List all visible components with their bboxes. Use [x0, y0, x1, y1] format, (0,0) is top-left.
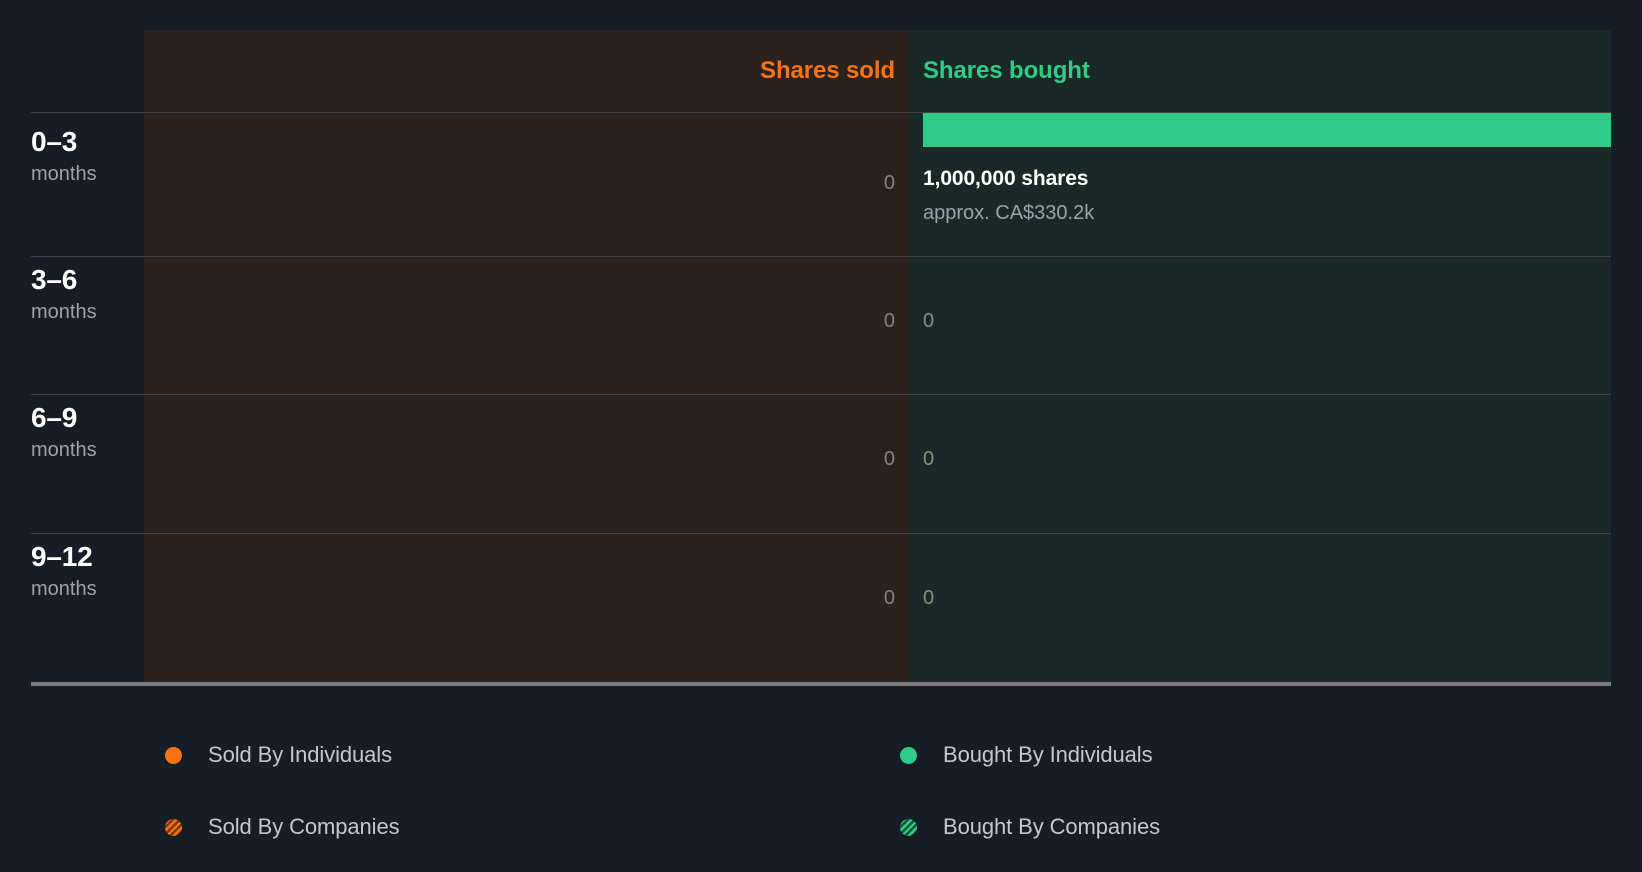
row-unit-label: months: [31, 163, 97, 186]
grid-separator-header: [31, 112, 1611, 113]
bought-bar[interactable]: [923, 113, 1611, 147]
legend-label: Bought By Companies: [943, 814, 1161, 839]
sold-cell: 0: [144, 528, 909, 672]
row-range-label: 3–6: [31, 264, 78, 295]
legend-item-sold-by-individuals[interactable]: Sold By Individuals: [165, 740, 392, 770]
legend-label: Sold By Individuals: [208, 742, 392, 767]
legend-label: Sold By Companies: [208, 814, 400, 839]
sold-cell: 0: [144, 389, 909, 533]
bought-shares-value: 1,000,000 shares: [923, 167, 1089, 190]
row-label-6-9: 6–9 months: [31, 389, 136, 464]
row-range-label: 0–3: [31, 126, 78, 157]
bought-value: 0: [923, 448, 935, 470]
circle-solid-green-icon: [900, 746, 917, 764]
bought-cell: 1,000,000 shares approx. CA$330.2k: [909, 113, 1611, 257]
bought-cell: 0: [909, 251, 1611, 395]
chart-axis-line: [31, 682, 1611, 686]
circle-solid-orange-icon: [165, 746, 182, 764]
circle-hatched-orange-icon: [165, 818, 182, 836]
bought-cell: 0: [909, 528, 1611, 672]
sold-cell: 0: [144, 113, 909, 257]
column-header-shares-bought: Shares bought: [923, 57, 1090, 84]
row-range-label: 9–12: [31, 541, 93, 572]
bought-cell: 0: [909, 389, 1611, 533]
row-unit-label: months: [31, 439, 97, 462]
sold-value: 0: [883, 448, 895, 470]
legend-label: Bought By Individuals: [943, 742, 1153, 767]
grid-separator-row-3: [31, 533, 1611, 534]
legend-item-bought-by-companies[interactable]: Bought By Companies: [900, 812, 1160, 842]
legend-item-bought-by-individuals[interactable]: Bought By Individuals: [900, 740, 1153, 770]
shares-sold-column-panel: [144, 30, 909, 684]
row-unit-label: months: [31, 578, 97, 601]
legend-item-sold-by-companies[interactable]: Sold By Companies: [165, 812, 400, 842]
bought-value: 0: [923, 310, 935, 332]
row-label-9-12: 9–12 months: [31, 528, 136, 603]
circle-hatched-green-icon: [900, 818, 917, 836]
chart-row[interactable]: 0–3 months 0 1,000,000 shares approx. CA…: [0, 113, 1642, 257]
column-header-shares-sold: Shares sold: [760, 57, 895, 84]
sold-value: 0: [883, 310, 895, 332]
row-label-0-3: 0–3 months: [31, 113, 136, 188]
sold-cell: 0: [144, 251, 909, 395]
sold-value: 0: [883, 172, 895, 194]
sold-value: 0: [883, 587, 895, 609]
chart-row[interactable]: 9–12 months 0 0: [0, 528, 1642, 672]
grid-separator-row-1: [31, 256, 1611, 257]
chart-row[interactable]: 3–6 months 0 0: [0, 251, 1642, 395]
bought-approx-value: approx. CA$330.2k: [923, 202, 1095, 224]
row-unit-label: months: [31, 301, 97, 324]
chart-legend: Sold By Individuals Bought By Individual…: [0, 700, 1642, 872]
chart-header: Shares sold Shares bought: [0, 30, 1642, 112]
bought-value: 0: [923, 587, 935, 609]
grid-separator-row-2: [31, 394, 1611, 395]
chart-row[interactable]: 6–9 months 0 0: [0, 389, 1642, 533]
row-range-label: 6–9: [31, 402, 78, 433]
row-label-3-6: 3–6 months: [31, 251, 136, 326]
